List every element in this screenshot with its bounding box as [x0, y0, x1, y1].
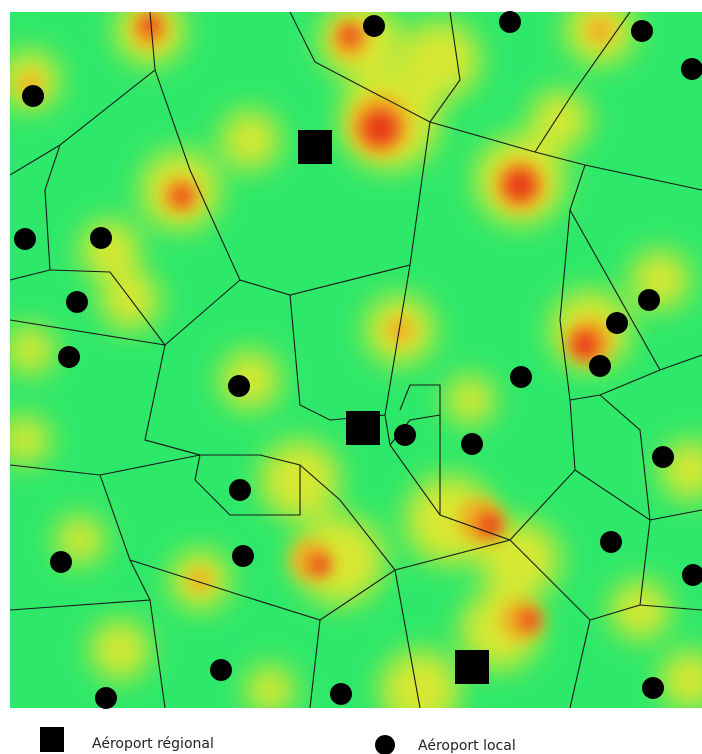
cell-border — [289, 12, 702, 191]
cell-border — [574, 469, 651, 521]
cell-border — [10, 474, 151, 611]
heat-blob — [310, 555, 330, 575]
cell-border — [10, 12, 156, 176]
cell-border — [569, 619, 591, 708]
heat-blob — [295, 515, 385, 605]
cell-border — [569, 209, 661, 371]
heatmap — [10, 12, 702, 708]
local-airport — [363, 15, 385, 37]
cell-border — [144, 439, 396, 571]
local-airport — [600, 531, 622, 553]
local-airport — [95, 687, 117, 709]
local-airport — [510, 366, 532, 388]
regional-airport — [455, 650, 489, 684]
heat-blob — [140, 15, 160, 35]
local-airport — [642, 677, 664, 699]
cell-border — [154, 69, 431, 296]
heat-blob — [220, 350, 280, 410]
local-airport — [58, 346, 80, 368]
local-airport — [606, 312, 628, 334]
heat-blob — [220, 110, 280, 170]
local-airport — [229, 479, 251, 501]
regional-airport — [298, 130, 332, 164]
cell-border — [429, 12, 461, 123]
local-airport — [232, 545, 254, 567]
legend-label: Aéroport local — [418, 738, 516, 754]
heat-blob — [380, 650, 460, 708]
local-airport — [638, 289, 660, 311]
heat-blob — [362, 110, 398, 146]
heat-blob — [571, 331, 599, 359]
heat-blob — [610, 580, 670, 640]
heat-blob — [520, 610, 540, 630]
local-airport — [228, 375, 250, 397]
heat-blob — [386, 316, 414, 344]
local-airport — [631, 20, 653, 42]
local-airport — [22, 85, 44, 107]
cell-border — [384, 399, 576, 541]
local-airport — [589, 355, 611, 377]
heat-blob — [530, 90, 590, 150]
airports — [14, 11, 702, 709]
heat-blob — [55, 515, 105, 565]
cell-border — [149, 599, 166, 708]
cell-border — [509, 539, 702, 621]
cell-border — [10, 144, 61, 281]
local-airport — [461, 433, 483, 455]
cell-border — [399, 384, 441, 415]
local-airport — [330, 683, 352, 705]
local-airport — [66, 291, 88, 313]
heat-blob — [586, 16, 614, 44]
heat-blob — [445, 375, 495, 425]
cell-border — [289, 264, 411, 421]
heat-blob — [188, 568, 212, 592]
legend-circle — [375, 735, 395, 754]
local-airport — [394, 424, 416, 446]
local-airport — [50, 551, 72, 573]
local-airport — [210, 659, 232, 681]
heat-blob — [172, 186, 192, 206]
heat-blob — [400, 20, 480, 100]
heat-blob — [10, 325, 55, 375]
heat-blob — [10, 415, 50, 465]
local-airport — [499, 11, 521, 33]
cell-border — [164, 279, 241, 346]
local-airport — [14, 228, 36, 250]
legend-square — [40, 727, 64, 752]
local-airport — [652, 446, 674, 468]
cell-border — [10, 269, 167, 346]
heat-blob — [100, 270, 160, 330]
cell-border — [309, 619, 321, 708]
local-airport — [90, 227, 112, 249]
local-airport — [681, 58, 702, 80]
legend-label: Aéroport régional — [92, 736, 214, 752]
heat-blob — [660, 650, 702, 708]
cell-border — [534, 12, 631, 153]
cell-border — [194, 454, 301, 516]
heat-blob — [480, 520, 560, 600]
heat-blob — [90, 620, 150, 680]
cell-border — [599, 394, 651, 521]
heat-blob — [340, 25, 360, 45]
heat-blob — [245, 665, 295, 708]
heat-blob — [504, 169, 536, 201]
local-airport — [682, 564, 702, 586]
cell-border — [394, 569, 421, 708]
regional-airport — [346, 411, 380, 445]
